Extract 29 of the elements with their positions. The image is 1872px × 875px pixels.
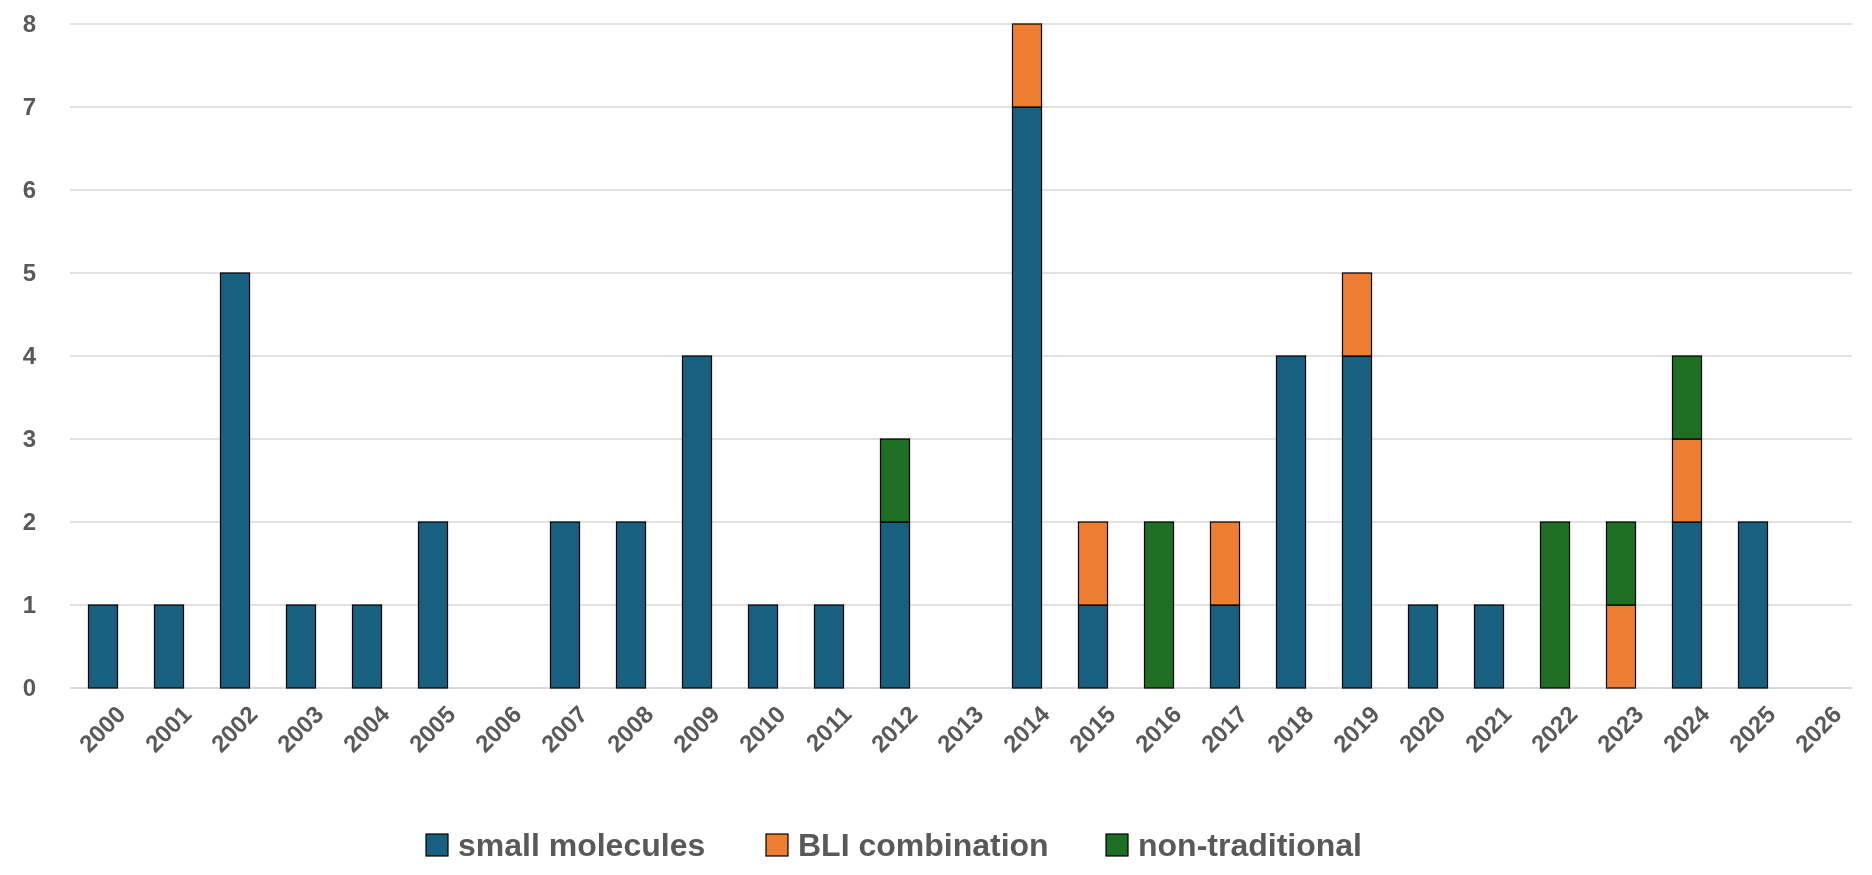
bar bbox=[549, 521, 581, 689]
y-tick-label: 6 bbox=[22, 176, 36, 204]
bar bbox=[1737, 521, 1769, 689]
y-tick-label: 4 bbox=[22, 342, 37, 370]
y-tick-label: 3 bbox=[22, 425, 36, 453]
bar bbox=[351, 604, 383, 689]
bar bbox=[87, 604, 119, 689]
y-tick-label: 7 bbox=[22, 93, 36, 121]
y-tick-label: 1 bbox=[22, 591, 36, 619]
y-tick-label: 8 bbox=[22, 10, 36, 38]
bar bbox=[1473, 604, 1505, 689]
bar bbox=[285, 604, 317, 689]
bar bbox=[153, 604, 185, 689]
bar bbox=[813, 604, 845, 689]
y-tick-label: 5 bbox=[22, 259, 36, 287]
legend-label: BLI combination bbox=[798, 827, 1049, 864]
bar bbox=[417, 521, 449, 689]
bar bbox=[1407, 604, 1439, 689]
legend-label: non-traditional bbox=[1138, 827, 1362, 864]
bar bbox=[681, 355, 713, 689]
bar bbox=[1143, 521, 1175, 689]
legend-label: small molecules bbox=[458, 827, 706, 864]
bar bbox=[1275, 355, 1307, 689]
bar bbox=[615, 521, 647, 689]
bar bbox=[1539, 521, 1571, 689]
bar bbox=[747, 604, 779, 689]
bar bbox=[219, 272, 251, 689]
y-tick-label: 0 bbox=[22, 674, 36, 702]
y-tick-label: 2 bbox=[22, 508, 36, 536]
